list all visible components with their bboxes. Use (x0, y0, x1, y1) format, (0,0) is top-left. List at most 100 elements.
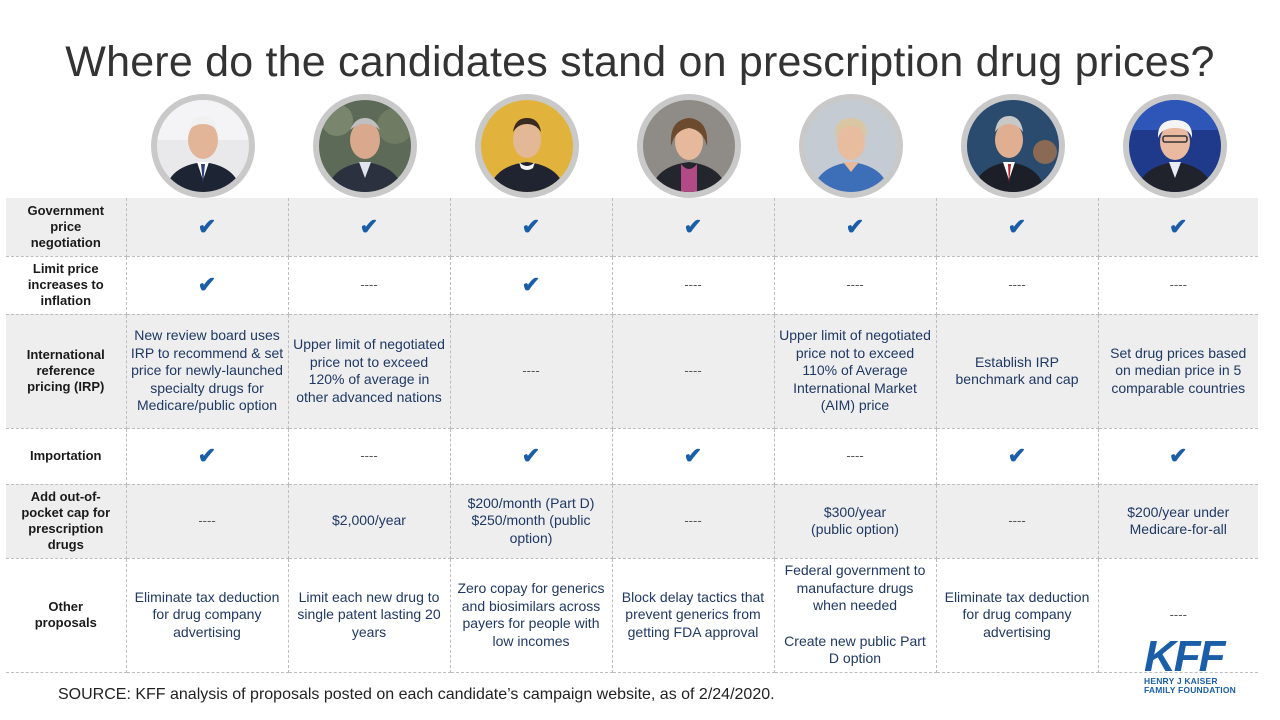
cell-line: $250/month (public option) (471, 512, 591, 546)
cell-line: Create new public Part D option (784, 632, 926, 667)
page-title: Where do the candidates stand on prescri… (65, 38, 1215, 86)
cell-text: Block delay tactics that prevent generic… (621, 588, 765, 640)
candidate-5-photo (805, 100, 897, 192)
no-proposal-dash: ---- (1169, 607, 1187, 623)
row-label: Importation (6, 428, 127, 485)
cell-line: Federal government to manufacture drugs … (784, 562, 926, 614)
cell-value: ✔ (450, 198, 613, 257)
cell-value: ✔ (450, 428, 613, 485)
cell-value: ---- (936, 256, 1099, 315)
row-label: Limit price increases to inflation (6, 256, 127, 315)
row-label: Government price negotiation (6, 198, 127, 257)
cell-value: Block delay tactics that prevent generic… (612, 558, 775, 673)
cell-text: Upper limit of negotiated price not to e… (779, 327, 931, 414)
cell-value: Eliminate tax deduction for drug company… (936, 558, 1099, 673)
candidate-3-photo (481, 100, 573, 192)
cell-text: $2,000/year (332, 512, 406, 529)
cell-value: ---- (774, 428, 937, 485)
cell-line (779, 615, 932, 633)
check-icon: ✔ (1007, 442, 1027, 468)
candidate-avatar-1 (151, 94, 255, 198)
cell-value: New review board uses IRP to recommend &… (126, 314, 289, 429)
cell-value: Zero copay for generics and biosimilars … (450, 558, 613, 673)
table-row: Limit price increases to inflation ✔ ---- ✔… (6, 256, 1258, 315)
check-icon: ✔ (683, 213, 703, 239)
cell-text: Zero copay for generics and biosimilars … (457, 580, 605, 649)
cell-value: ---- (450, 314, 613, 429)
row-label: Add out-of-pocket cap for prescription d… (6, 484, 127, 559)
check-icon: ✔ (521, 213, 541, 239)
no-proposal-dash: ---- (684, 363, 702, 379)
cell-value: ✔ (126, 428, 289, 485)
check-icon: ✔ (1169, 213, 1188, 239)
check-icon: ✔ (359, 213, 379, 239)
candidate-avatar-2 (313, 94, 417, 198)
cell-value: ✔ (936, 198, 1099, 257)
no-proposal-dash: ---- (684, 277, 702, 293)
cell-value: $2,000/year (288, 484, 451, 559)
no-proposal-dash: ---- (1169, 277, 1187, 293)
cell-text: Upper limit of negotiated price not to e… (293, 336, 445, 405)
cell-value: ✔ (612, 428, 775, 485)
check-icon: ✔ (683, 442, 703, 468)
cell-value: ✔ (774, 198, 937, 257)
cell-value: ✔ (612, 198, 775, 257)
cell-value: ---- (612, 256, 775, 315)
kff-logo-mark: KFF (1144, 632, 1226, 681)
cell-line: (public option) (811, 521, 899, 537)
cell-value: ✔ (126, 198, 289, 257)
candidate-avatar-7 (1123, 94, 1227, 198)
check-icon: ✔ (1169, 442, 1188, 468)
table-row: Government price negotiation ✔ ✔ ✔ ✔ ✔ ✔ ✔ (6, 198, 1258, 257)
check-icon: ✔ (521, 271, 541, 297)
row-label: Other proposals (6, 558, 127, 673)
candidate-avatar-3 (475, 94, 579, 198)
no-proposal-dash: ---- (522, 363, 540, 379)
comparison-table: Government price negotiation ✔ ✔ ✔ ✔ ✔ ✔ ✔ Limit… (6, 198, 1258, 673)
check-icon: ✔ (197, 442, 217, 468)
row-label: International reference pricing (IRP) (6, 314, 127, 429)
candidate-6-photo (967, 100, 1059, 192)
cell-value: ---- (1098, 558, 1258, 673)
table-row: Importation ✔ ---- ✔ ✔ ---- ✔ ✔ (6, 428, 1258, 485)
candidate-avatar-6 (961, 94, 1065, 198)
no-proposal-dash: ---- (684, 513, 702, 529)
cell-value: Set drug prices based on median price in… (1098, 314, 1258, 429)
cell-value: $200/month (Part D) $250/month (public op… (450, 484, 613, 559)
cell-value: $200/year under Medicare-for-all (1098, 484, 1258, 559)
cell-value: Establish IRP benchmark and cap (936, 314, 1099, 429)
cell-text: Set drug prices based on median price in… (1110, 344, 1247, 396)
table-row: Add out-of-pocket cap for prescription d… (6, 484, 1258, 559)
cell-value: ---- (936, 484, 1099, 559)
cell-text: New review board uses IRP to recommend &… (130, 327, 284, 414)
cell-text: Establish IRP benchmark and cap (955, 353, 1079, 388)
cell-value: ✔ (1098, 198, 1258, 257)
cell-value: ✔ (1098, 428, 1258, 485)
cell-line: $300/year (823, 503, 887, 520)
cell-value: Federal government to manufacture drugs … (774, 558, 937, 673)
candidate-7-photo (1129, 100, 1221, 192)
no-proposal-dash: ---- (198, 513, 216, 529)
candidate-avatar-5 (799, 94, 903, 198)
check-icon: ✔ (1007, 213, 1027, 239)
check-icon: ✔ (521, 442, 541, 468)
cell-value: $300/year (public option) (774, 484, 937, 559)
check-icon: ✔ (197, 271, 217, 297)
candidate-2-photo (319, 100, 411, 192)
no-proposal-dash: ---- (846, 277, 864, 293)
cell-value: ---- (1098, 256, 1258, 315)
cell-value: ---- (612, 484, 775, 559)
kff-logo-line1: HENRY J KAISER (1144, 676, 1218, 686)
cell-value: Upper limit of negotiated price not to e… (774, 314, 937, 429)
cell-value: ---- (126, 484, 289, 559)
no-proposal-dash: ---- (1008, 513, 1026, 529)
no-proposal-dash: ---- (360, 277, 378, 293)
check-icon: ✔ (845, 213, 865, 239)
candidate-4-photo (643, 100, 735, 192)
cell-value: ✔ (126, 256, 289, 315)
cell-value: ✔ (936, 428, 1099, 485)
cell-value: ---- (774, 256, 937, 315)
cell-value: ---- (612, 314, 775, 429)
cell-value: Limit each new drug to single patent las… (288, 558, 451, 673)
candidate-1-photo (157, 100, 249, 192)
